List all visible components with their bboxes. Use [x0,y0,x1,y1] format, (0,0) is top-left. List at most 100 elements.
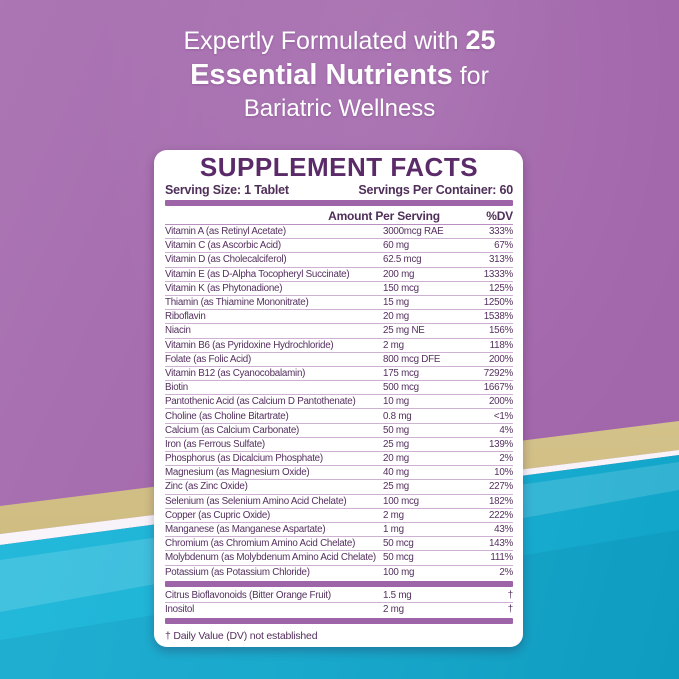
nutrient-name: Citrus Bioflavonoids (Bitter Orange Frui… [165,589,331,601]
heading-line1-number: 25 [465,25,496,55]
nutrient-dv: † [507,603,513,615]
nutrient-dv: 1250% [483,297,514,309]
nutrient-name: Magnesium (as Magnesium Oxide) [165,467,310,479]
heading-line2-text: for [452,62,489,90]
nutrient-amount: 50 mg [383,424,409,436]
table-row: Magnesium (as Magnesium Oxide) 40 mg 10% [165,466,513,481]
table-row: Citrus Bioflavonoids (Bitter Orange Frui… [165,589,513,603]
nutrient-dv: 200% [488,353,513,365]
nutrient-amount: 1 mg [383,524,404,536]
nutrient-name: Niacin [165,325,191,337]
heading-line1-text: Expertly Formulated with [183,27,466,55]
nutrient-name: Riboflavin [165,311,206,323]
serving-info-row: Serving Size: 1 Tablet Servings Per Cont… [165,181,513,198]
table-row: Inositol 2 mg † [165,603,513,616]
nutrient-dv: 222% [488,509,513,521]
nutrient-name: Phosphorus (as Dicalcium Phosphate) [165,453,323,465]
nutrient-amount: 25 mg NE [383,325,425,337]
nutrient-amount: 50 mcg [383,552,414,564]
nutrient-amount: 3000mcg RAE [383,226,444,238]
nutrient-amount: 25 mg [383,481,409,493]
other-ingredients-table: Citrus Bioflavonoids (Bitter Orange Frui… [165,589,513,616]
table-row: Vitamin E (as D-Alpha Tocopheryl Succina… [165,268,513,282]
heading-line-1: Expertly Formulated with 25 [0,24,679,58]
nutrient-dv: 2% [499,453,513,465]
nutrient-amount: 2 mg [383,509,404,521]
marketing-heading: Expertly Formulated with 25 Essential Nu… [0,24,679,125]
nutrient-name: Biotin [165,382,189,394]
nutrient-name: Folate (as Folic Acid) [165,353,251,365]
nutrient-dv: 156% [488,325,513,337]
nutrient-amount: 500 mcg [383,382,419,394]
nutrient-dv: 182% [488,495,513,507]
nutrient-amount: 62.5 mcg [383,254,422,266]
table-header-row: Amount Per Serving %DV [165,208,513,225]
table-row: Selenium (as Selenium Amino Acid Chelate… [165,495,513,509]
table-row: Copper (as Cupric Oxide) 2 mg 222% [165,509,513,523]
heading-line-2: Essential Nutrients for [0,58,679,93]
nutrient-amount: 1.5 mg [383,589,412,601]
nutrient-dv: 200% [488,396,513,408]
nutrient-name: Choline (as Choline Bitartrate) [165,410,289,422]
table-row: Potassium (as Potassium Chloride) 100 mg… [165,566,513,579]
nutrient-name: Thiamin (as Thiamine Mononitrate) [165,297,309,309]
table-row: Calcium (as Calcium Carbonate) 50 mg 4% [165,424,513,438]
heading-line-3: Bariatric Wellness [243,95,436,122]
nutrient-name: Pantothenic Acid (as Calcium D Pantothen… [165,396,356,408]
nutrient-dv: 1333% [483,268,514,280]
nutrient-amount: 100 mcg [383,495,419,507]
table-row: Vitamin B6 (as Pyridoxine Hydrochloride)… [165,339,513,353]
nutrient-name: Potassium (as Potassium Chloride) [165,566,310,578]
nutrient-dv: 111% [490,552,513,564]
nutrient-amount: 25 mg [383,438,409,450]
nutrient-amount: 20 mg [383,311,409,323]
nutrient-dv: 227% [488,481,513,493]
table-row: Molybdenum (as Molybdenum Amino Acid Che… [165,551,513,566]
nutrient-amount: 800 mcg DFE [383,353,441,365]
nutrient-dv: 333% [488,226,513,238]
table-row: Vitamin D (as Cholecalciferol) 62.5 mcg … [165,253,513,268]
nutrient-amount: 2 mg [383,339,404,351]
nutrient-dv: <1% [493,410,513,422]
nutrient-name: Vitamin B12 (as Cyanocobalamin) [165,367,306,379]
nutrient-dv: † [507,589,513,601]
nutrient-amount: 15 mg [383,297,409,309]
heading-line2-bold: Essential Nutrients [190,59,453,91]
nutrient-name: Vitamin C (as Ascorbic Acid) [165,240,281,252]
daily-value-footnote: † Daily Value (DV) not established [165,630,318,643]
table-row: Phosphorus (as Dicalcium Phosphate) 20 m… [165,452,513,467]
nutrient-dv: 1667% [483,382,514,394]
nutrient-amount: 100 mg [383,566,415,578]
nutrient-name: Vitamin B6 (as Pyridoxine Hydrochloride) [165,339,334,351]
nutrient-name: Chromium (as Chromium Amino Acid Chelate… [165,538,356,550]
panel-title: SUPPLEMENT FACTS [199,152,479,182]
table-row: Biotin 500 mcg 1667% [165,381,514,396]
nutrient-name: Copper (as Cupric Oxide) [165,509,271,521]
supplement-facts-panel: SUPPLEMENT FACTS Serving Size: 1 Tablet … [154,150,523,647]
table-row: Folate (as Folic Acid) 800 mcg DFE 200% [165,353,513,367]
nutrient-name: Vitamin D (as Cholecalciferol) [165,254,287,266]
nutrient-dv: 143% [488,538,513,550]
nutrient-amount: 10 mg [383,396,409,408]
nutrient-dv: 67% [494,240,513,252]
nutrient-name: Vitamin A (as Retinyl Acetate) [165,226,286,238]
nutrient-name: Calcium (as Calcium Carbonate) [165,424,300,436]
nutrient-dv: 313% [488,254,513,266]
nutrient-name: Molybdenum (as Molybdenum Amino Acid Che… [165,552,376,564]
nutrient-amount: 40 mg [383,467,409,479]
servings-per-container-label: Servings Per Container: 60 [358,182,513,197]
serving-size-label: Serving Size: 1 Tablet [165,182,289,197]
table-row: Vitamin C (as Ascorbic Acid) 60 mg 67% [165,239,513,254]
nutrient-amount: 50 mcg [383,538,414,550]
table-row: Niacin 25 mg NE 156% [165,324,513,339]
nutrient-dv: 7292% [483,367,514,379]
nutrient-amount: 2 mg [383,603,404,615]
nutrient-name: Zinc (as Zinc Oxide) [165,481,248,493]
nutrient-name: Iron (as Ferrous Sulfate) [165,438,265,450]
divider-bar-middle [165,580,513,587]
table-row: Chromium (as Chromium Amino Acid Chelate… [165,537,513,552]
nutrient-dv: 125% [488,282,513,294]
nutrient-name: Inositol [165,603,195,615]
nutrient-name: Manganese (as Manganese Aspartate) [165,524,326,536]
nutrient-table: Vitamin A (as Retinyl Acetate) 3000mcg R… [165,225,513,579]
